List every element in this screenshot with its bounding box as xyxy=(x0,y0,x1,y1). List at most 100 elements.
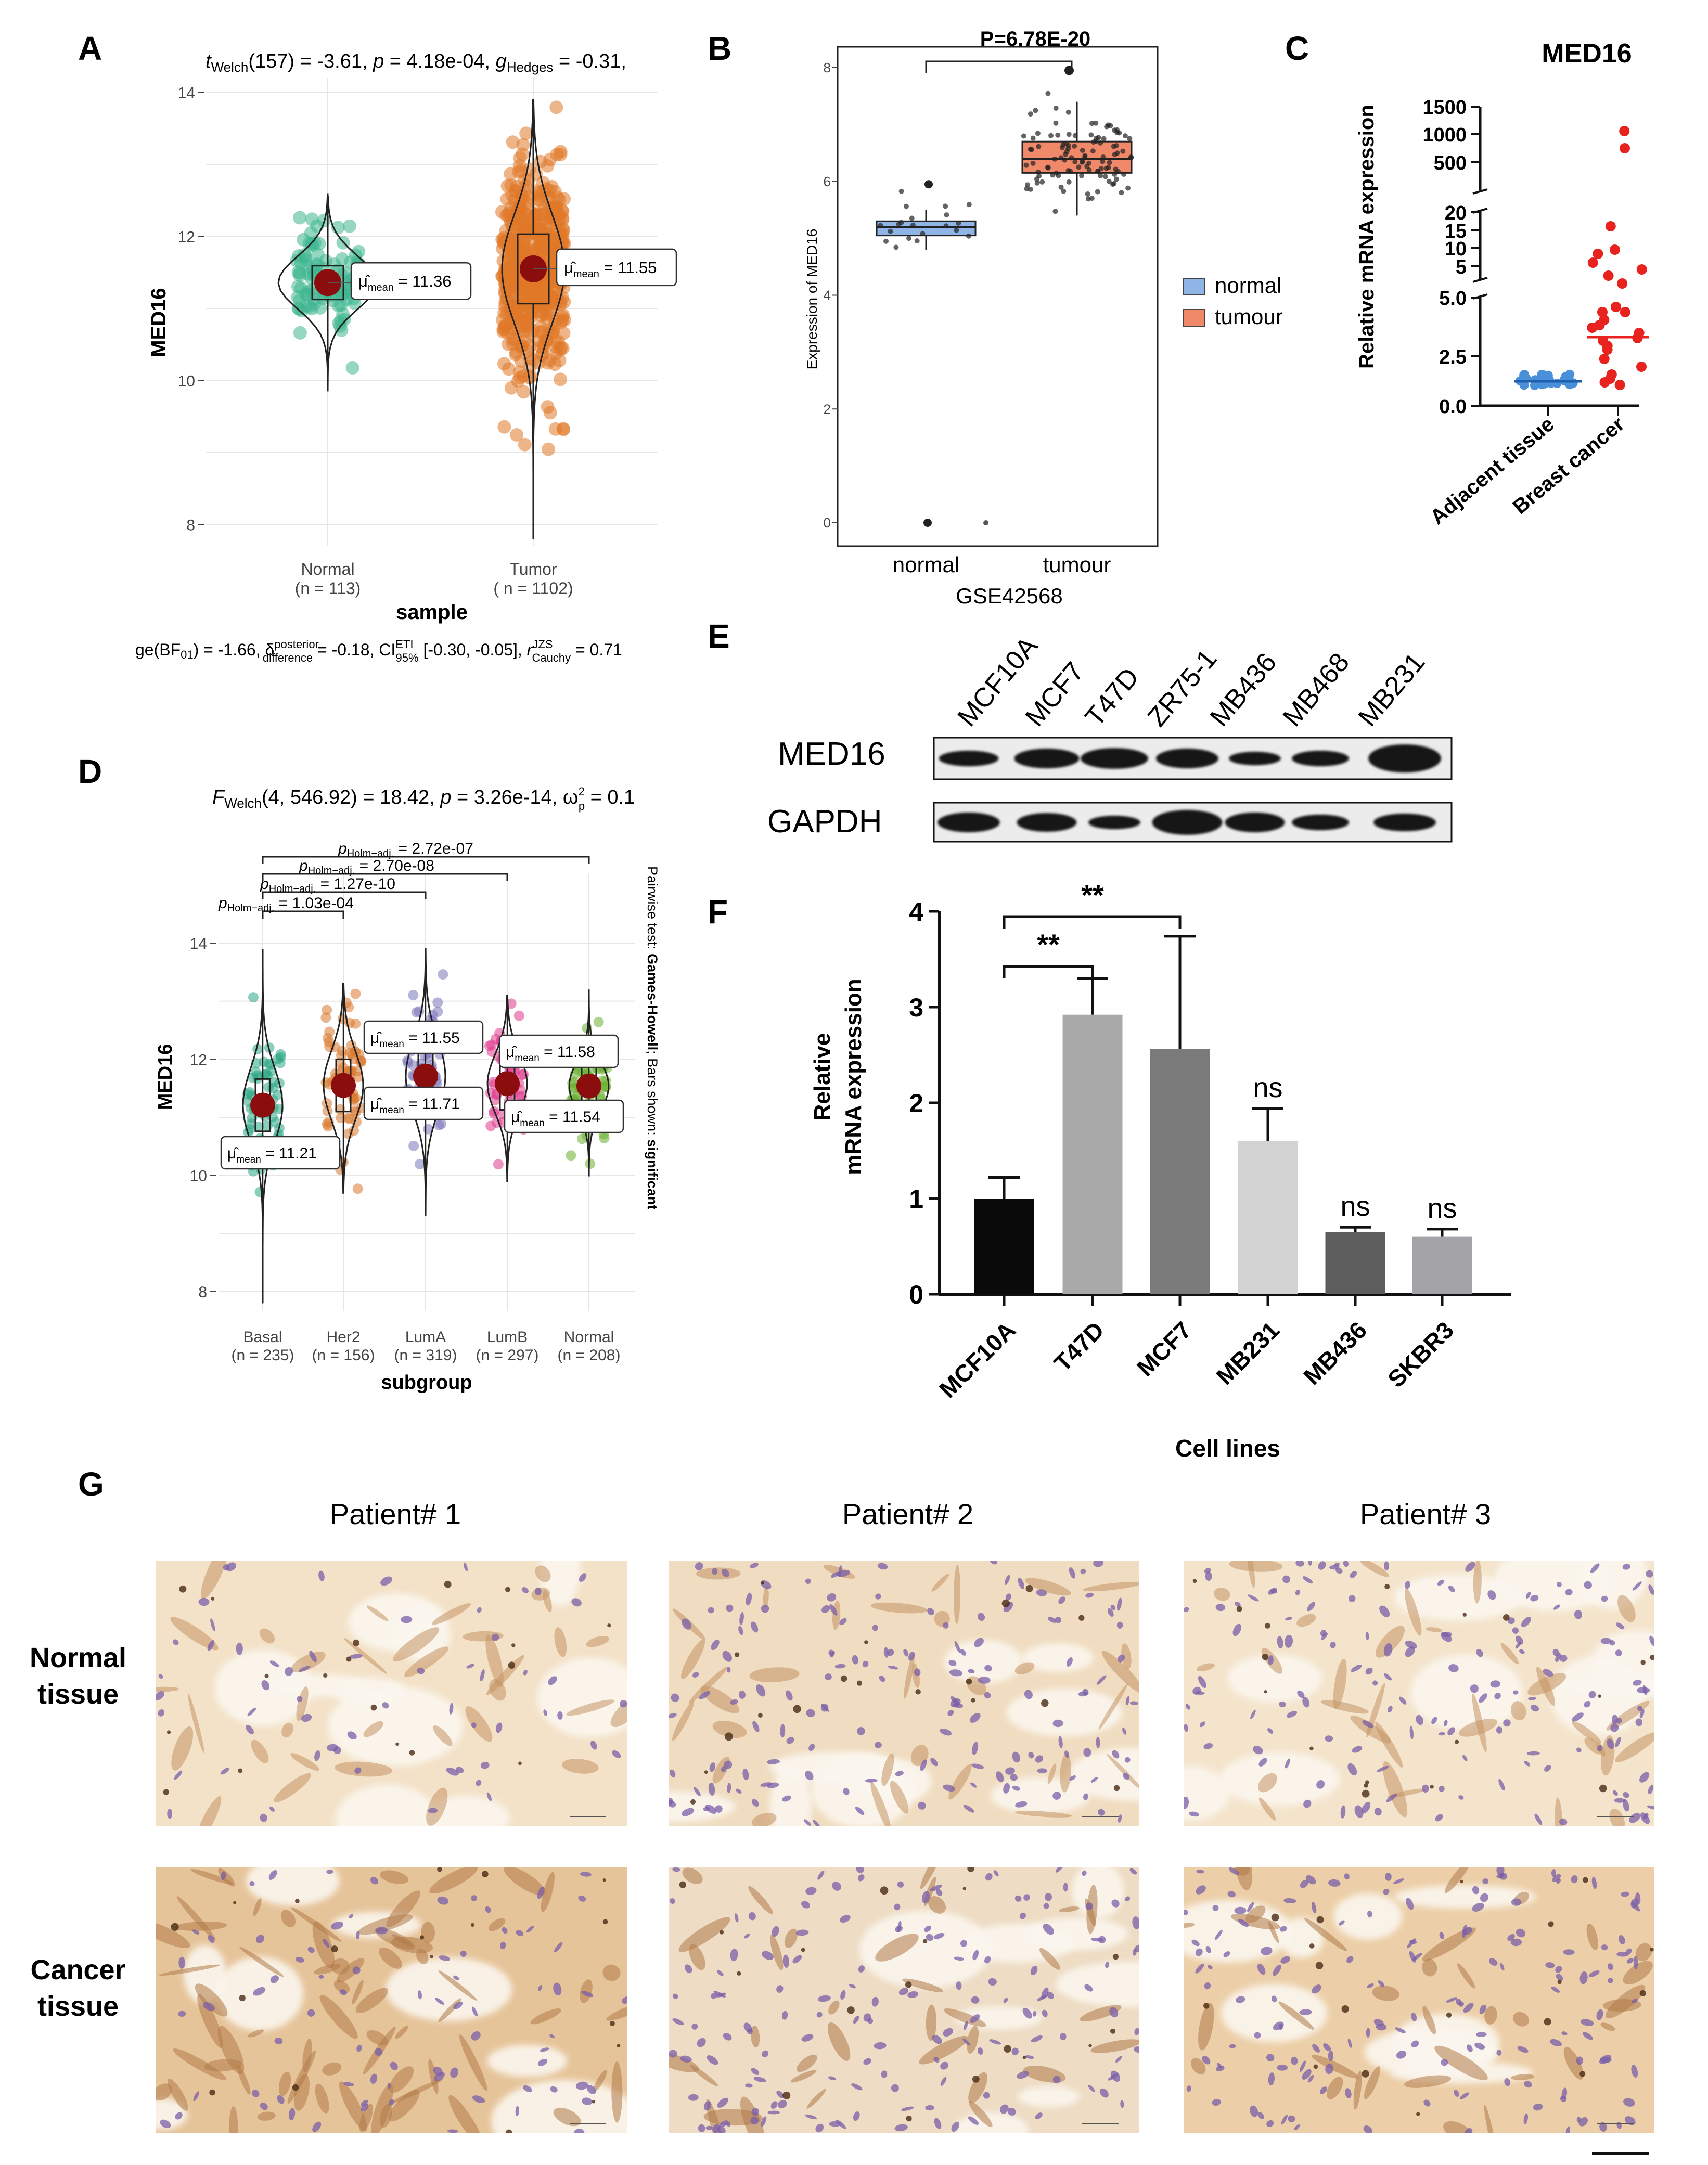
ihc-nucleus xyxy=(1454,2090,1459,2097)
ihc-dot xyxy=(1362,1789,1370,1798)
ihc-nucleus xyxy=(722,1651,733,1662)
ihc-nucleus xyxy=(1516,1635,1523,1645)
ihc-nucleus xyxy=(894,1903,901,1911)
ihc-texture xyxy=(669,1561,1139,1826)
data-point xyxy=(522,190,536,204)
ihc-nucleus xyxy=(1058,1596,1065,1604)
ihc-nucleus xyxy=(1519,1649,1525,1654)
ihc-fiber xyxy=(190,1869,234,1885)
ihc-nucleus xyxy=(782,1954,789,1968)
ihc-nucleus xyxy=(682,1618,691,1630)
ihc-nucleus xyxy=(883,1647,889,1658)
ihc-nucleus xyxy=(968,1669,975,1674)
ihc-fiber xyxy=(1359,1561,1389,1577)
ihc-nucleus xyxy=(974,1638,984,1647)
ihc-nucleus xyxy=(1648,1584,1654,1595)
ihc-nucleus xyxy=(748,1912,756,1921)
ihc-nucleus xyxy=(1260,1947,1273,1955)
ihc-nucleus xyxy=(940,2061,948,2070)
ihc-dot xyxy=(1088,2044,1092,2047)
x-tick-label: LumB xyxy=(487,1329,528,1346)
ihc-nucleus xyxy=(805,1578,811,1584)
ihc-nucleus xyxy=(1329,1565,1340,1570)
data-point xyxy=(327,257,341,271)
ihc-fiber xyxy=(1484,2105,1497,2133)
ihc-nucleus xyxy=(260,2102,268,2110)
ihc-nucleus xyxy=(471,1895,478,1901)
ihc-nucleus xyxy=(699,1691,711,1699)
bar xyxy=(1062,1014,1123,1294)
data-point xyxy=(1062,157,1068,163)
panel-g-images: Patient# 1 Patient# 2 Patient# 3 xyxy=(156,1498,1654,2155)
ihc-nucleus xyxy=(1052,1792,1061,1800)
ihc-nucleus xyxy=(207,1640,214,1651)
ihc-nucleus xyxy=(1320,1630,1327,1636)
ihc-nucleus xyxy=(1549,2039,1562,2047)
ihc-nucleus xyxy=(1559,1654,1568,1662)
ihc-dot xyxy=(1364,1783,1368,1788)
ihc-nucleus xyxy=(1590,1563,1600,1573)
ihc-nucleus xyxy=(898,1988,908,1995)
ihc-nucleus xyxy=(736,1788,742,1794)
ihc-nucleus xyxy=(526,1926,534,1933)
data-point xyxy=(944,212,949,218)
ihc-nucleus xyxy=(1305,1875,1316,1885)
ihc-nucleus xyxy=(314,1750,320,1761)
ihc-fiber xyxy=(1443,2121,1472,2133)
ihc-nucleus xyxy=(1465,1562,1475,1572)
ihc-nucleus xyxy=(1500,1963,1505,1971)
ihc-nucleus xyxy=(220,1767,230,1775)
ihc-nucleus xyxy=(1048,1617,1057,1623)
significance-bracket xyxy=(262,856,590,864)
ihc-nucleus xyxy=(203,2002,215,2011)
ihc-nucleus xyxy=(933,2057,940,2063)
y-tick-label: 2 xyxy=(824,401,831,417)
data-point xyxy=(1620,143,1630,153)
ihc-fiber xyxy=(1121,1643,1132,1669)
x-tick-n: (n = 208) xyxy=(558,1347,621,1364)
ihc-nucleus xyxy=(439,1955,451,1961)
ihc-nucleus xyxy=(1367,1983,1374,1988)
mean-label: μ̂mean = 11.55 xyxy=(564,259,657,280)
data-point xyxy=(1053,120,1059,126)
ihc-nucleus xyxy=(1250,1709,1256,1720)
plot-frame xyxy=(837,46,1159,547)
ihc-nucleus xyxy=(1115,2056,1122,2063)
ihc-nucleus xyxy=(477,1607,482,1613)
ihc-fiber xyxy=(438,1970,478,2001)
ihc-nucleus xyxy=(578,1895,586,1902)
ihc-fiber xyxy=(239,1947,284,1977)
data-point xyxy=(1094,138,1099,144)
data-point xyxy=(526,236,541,250)
ns-label: ns xyxy=(1253,1072,1282,1103)
ihc-nucleus xyxy=(739,1612,744,1626)
data-point xyxy=(518,207,532,221)
ihc-stroma xyxy=(990,1777,1090,1814)
ihc-nucleus xyxy=(984,1956,991,1964)
data-point xyxy=(271,1117,281,1128)
ihc-nucleus xyxy=(1619,1935,1625,1945)
ihc-nucleus xyxy=(1055,1867,1064,1873)
ihc-dot xyxy=(915,1689,921,1695)
ihc-dot xyxy=(1362,2070,1369,2078)
ihc-fiber xyxy=(543,1590,552,1612)
ihc-nucleus xyxy=(1599,2122,1607,2132)
panel-g: G Normal tissue Cancer tissue Patient# 1 Pa… xyxy=(30,1465,1654,2155)
ihc-nucleus xyxy=(1215,1604,1226,1612)
ihc-nucleus xyxy=(274,2037,283,2045)
panel-b-legend: normal tumour xyxy=(1183,273,1283,329)
ihc-dot xyxy=(1650,1948,1654,1952)
data-point xyxy=(293,266,307,280)
ihc-fiber xyxy=(197,1994,223,2048)
ihc-nucleus xyxy=(908,1652,915,1661)
data-point xyxy=(1614,380,1625,390)
ihc-nucleus xyxy=(1616,1622,1625,1630)
ihc-fiber xyxy=(784,1928,798,1948)
x-tick-n: (n = 297) xyxy=(476,1347,539,1364)
ihc-nucleus xyxy=(455,1767,464,1773)
panel-b-pvalue: P=6.78E-20 xyxy=(980,28,1090,50)
data-point xyxy=(1107,160,1112,165)
ihc-nucleus xyxy=(924,1925,931,1932)
y-tick-label: 12 xyxy=(178,229,195,246)
ihc-dot xyxy=(1430,1785,1434,1789)
